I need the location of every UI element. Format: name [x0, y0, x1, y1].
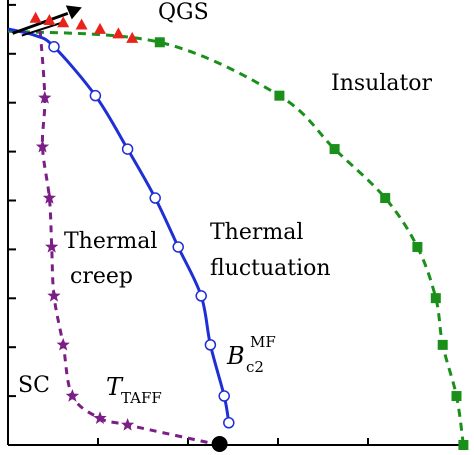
qgs-point [112, 27, 125, 39]
bc2-point [149, 192, 161, 204]
thermal-fluctuation-label-line1: Thermal [210, 220, 303, 245]
insulator-point [458, 440, 469, 450]
taff-point [65, 389, 80, 402]
thermal-creep-label-line1: Thermal [64, 229, 157, 254]
axes [7, 0, 468, 446]
taff-point [35, 139, 50, 153]
qgs-label: QGS [158, 0, 209, 25]
insulator-point [154, 37, 165, 48]
qgs-arrow [12, 11, 69, 35]
taff-point [47, 288, 61, 302]
taff-point [120, 417, 135, 431]
insulator-point [412, 241, 423, 252]
qgs-point [57, 16, 70, 28]
thermal-creep-label-line2: creep [70, 264, 133, 289]
critical-point [211, 436, 228, 452]
taff-point [38, 90, 52, 104]
bc2-point [48, 40, 60, 53]
qgs-point [29, 11, 42, 23]
thermal-fluctuation-label-line2: fluctuation [210, 256, 331, 281]
insulator-point [274, 90, 285, 101]
qgs-arrow-tail [21, 21, 64, 37]
bc2-point [223, 417, 235, 429]
qgs-point [94, 22, 106, 34]
taff-point [56, 337, 70, 351]
taff-point [42, 191, 57, 204]
insulator-point [451, 391, 462, 402]
qgs-point [126, 31, 139, 43]
taff-point [93, 411, 107, 424]
insulator-label: Insulator [331, 71, 433, 96]
sc-label: SC [18, 373, 50, 398]
bc2-main: B [226, 342, 245, 370]
insulator-point [380, 193, 391, 204]
taff-point [45, 239, 59, 253]
bc2-point [218, 390, 230, 402]
bc2-fit-curve [7, 27, 231, 424]
bc2-point [204, 339, 217, 351]
insulator-boundary-curve [7, 29, 465, 446]
insulator-point [430, 293, 441, 304]
bc2-mf-label: B c2 MF [226, 333, 276, 376]
markers [29, 11, 469, 452]
insulator-point [329, 144, 340, 155]
taff-sub: TAFF [121, 389, 162, 407]
qgs-point [75, 18, 88, 30]
bc2-point [172, 241, 184, 253]
taff-main: T [106, 373, 124, 401]
bc2-sub: c2 [246, 358, 264, 376]
bc2-point [195, 290, 207, 302]
bc2-point [89, 89, 102, 102]
bc2-sup: MF [250, 333, 276, 351]
insulator-point [437, 339, 448, 350]
qgs-arrowhead [65, 5, 82, 20]
bc2-point [121, 143, 134, 155]
qgs-point [43, 14, 56, 26]
t-taff-label: T TAFF [106, 373, 162, 407]
